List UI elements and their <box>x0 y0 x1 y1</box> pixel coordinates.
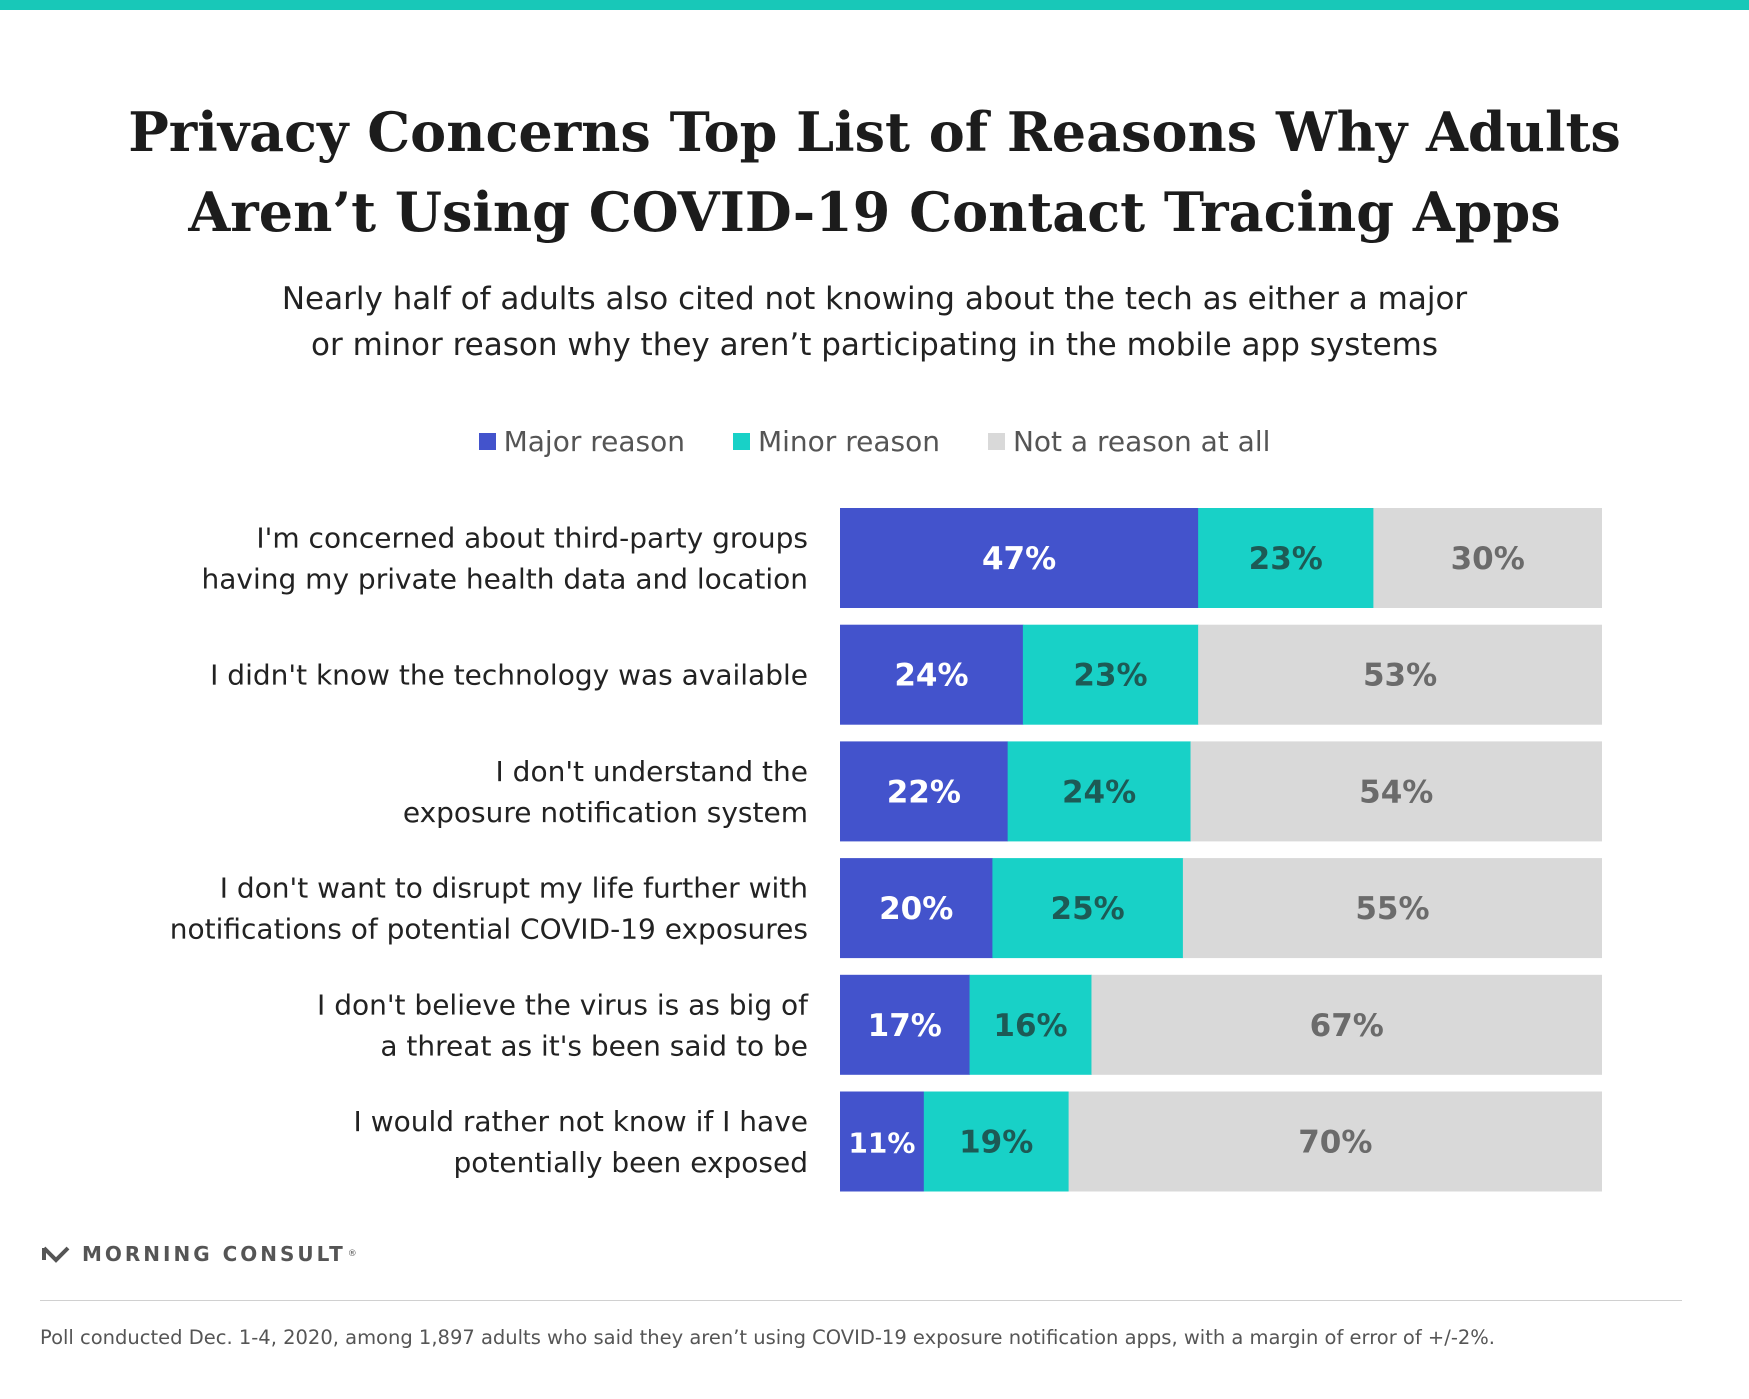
brand-registered-mark: ® <box>347 1249 357 1259</box>
category-label: I would rather not know if I have potenti… <box>354 1105 808 1179</box>
legend-item-not-a-reason: Not a reason at all <box>987 425 1271 458</box>
legend-swatch-not-a-reason <box>987 433 1005 450</box>
legend-swatch-major <box>478 433 496 450</box>
bar-segment <box>840 1091 925 1192</box>
bar-segment <box>1007 741 1192 842</box>
category-label: I don't believe the virus is as big of a … <box>317 988 809 1062</box>
brand-name: MORNING CONSULT <box>82 1242 346 1266</box>
chart-legend: Major reason Minor reason Not a reason a… <box>0 425 1749 458</box>
category-label: I'm concerned about third-party groups ha… <box>202 522 809 596</box>
bar-value-label: 67% <box>1310 1008 1384 1044</box>
bar-segment <box>969 974 1092 1075</box>
chart-title-line: Privacy Concerns Top List of Reasons Why… <box>128 100 1621 164</box>
bar-value-label: 11% <box>848 1127 915 1160</box>
bar-value-label: 25% <box>1051 891 1125 927</box>
bar-value-label: 55% <box>1355 891 1429 927</box>
bar-value-label: 23% <box>1249 541 1323 577</box>
bar-segment <box>1068 1091 1602 1192</box>
bar-value-label: 24% <box>894 658 968 694</box>
bar-value-label: 23% <box>1073 658 1147 694</box>
bar-segment <box>1198 508 1374 608</box>
bar-value-label: 47% <box>982 541 1056 577</box>
bar-value-label: 17% <box>868 1008 942 1044</box>
bar-segment <box>1022 624 1199 725</box>
bar-segment <box>1091 974 1602 1075</box>
brand-logo: MORNING CONSULT ® <box>42 1242 357 1266</box>
bar-segment <box>840 974 971 1075</box>
chart-subtitle: Nearly half of adults also cited not kno… <box>0 276 1749 368</box>
top-accent-bar <box>0 0 1749 10</box>
chart-subtitle-line: or minor reason why they aren’t particip… <box>311 327 1438 363</box>
footnote: Poll conducted Dec. 1-4, 2020, among 1,8… <box>40 1326 1496 1349</box>
bar-segment <box>1373 508 1602 608</box>
bar-segment <box>1182 858 1602 959</box>
chart-title-line: Aren’t Using COVID-19 Contact Tracing Ap… <box>188 180 1561 244</box>
bar-value-label: 20% <box>879 891 953 927</box>
legend-item-minor: Minor reason <box>732 425 940 458</box>
bar-value-label: 22% <box>887 774 961 810</box>
bar-value-label: 24% <box>1062 774 1136 810</box>
chart-subtitle-line: Nearly half of adults also cited not kno… <box>281 281 1468 317</box>
bar-segment <box>923 1091 1070 1192</box>
bar-segment <box>840 624 1024 725</box>
bar-segment <box>840 508 1199 608</box>
bar-segment <box>1190 741 1602 842</box>
chart-title: Privacy Concerns Top List of Reasons Why… <box>0 92 1749 252</box>
bar-value-label: 30% <box>1451 541 1525 577</box>
legend-swatch-minor <box>732 433 750 450</box>
legend-label-not-a-reason: Not a reason at all <box>1012 425 1271 458</box>
bar-segment <box>992 858 1184 959</box>
bar-value-label: 16% <box>993 1008 1067 1044</box>
morning-consult-logo-icon <box>42 1246 70 1263</box>
bar-value-label: 54% <box>1359 774 1433 810</box>
category-label: I didn't know the technology was availab… <box>210 659 808 692</box>
legend-item-major: Major reason <box>478 425 685 458</box>
bar-value-label: 19% <box>959 1125 1033 1161</box>
category-label: I don't want to disrupt my life further … <box>170 872 808 946</box>
legend-label-minor: Minor reason <box>757 425 940 458</box>
stacked-bar-chart: I'm concerned about third-party groups ha… <box>170 508 1602 1192</box>
bar-segment <box>840 858 993 959</box>
bar-segment <box>1198 624 1602 725</box>
bar-value-label: 70% <box>1298 1125 1372 1161</box>
category-label: I don't understand the exposure notificat… <box>403 755 808 829</box>
legend-label-major: Major reason <box>503 425 685 458</box>
footer-divider <box>40 1300 1682 1301</box>
bar-segment <box>840 741 1009 842</box>
bar-value-label: 53% <box>1363 658 1437 694</box>
